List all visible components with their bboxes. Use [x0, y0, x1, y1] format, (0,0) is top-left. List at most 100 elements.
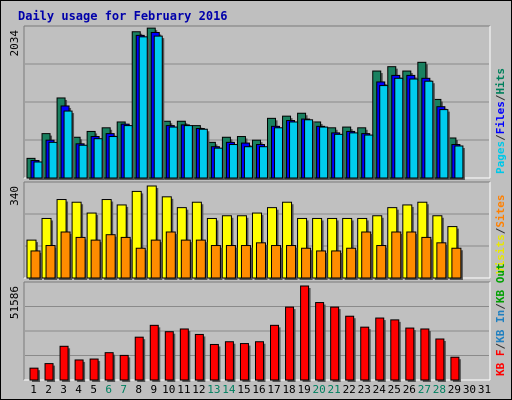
x-tick-label: 28	[433, 383, 446, 396]
legend-entry: KB In	[494, 310, 507, 343]
x-tick-label: 5	[90, 383, 97, 396]
bar-pages	[93, 138, 103, 179]
bar-pages	[33, 161, 43, 179]
legend-entry: /	[494, 303, 507, 310]
bar-sites	[406, 231, 417, 279]
bar-sites	[316, 250, 327, 279]
bar-sites	[421, 236, 432, 279]
legend-entry: /	[494, 343, 507, 350]
bar-pages	[394, 77, 404, 179]
bar-kb-f	[360, 326, 370, 381]
bar-pages	[48, 141, 58, 179]
bar-kb-f	[450, 356, 460, 381]
bar-kb-f	[104, 352, 114, 381]
x-tick-label: 4	[75, 383, 82, 396]
bar-kb-f	[420, 328, 430, 381]
bar-sites	[120, 236, 131, 279]
bar-sites	[286, 245, 297, 279]
x-tick-label: 23	[358, 383, 371, 396]
bar-pages	[379, 85, 389, 179]
x-tick-label: 6	[105, 383, 112, 396]
bar-sites	[346, 247, 357, 279]
bar-kb-f	[270, 324, 280, 381]
x-tick-label: 18	[282, 383, 295, 396]
bar-pages	[364, 134, 374, 179]
bar-pages	[439, 109, 449, 179]
bar-kb-f	[300, 285, 310, 381]
bar-pages	[213, 147, 223, 179]
bar-kb-f	[44, 363, 54, 381]
panel-max-label: 340	[8, 186, 21, 206]
bar-sites	[436, 242, 447, 279]
legend-entry: Files	[494, 101, 507, 134]
bar-kb-f	[149, 324, 159, 381]
plot-area: 2034 Pages/Files/Hits 340 Visits / Sites 51586…	[8, 25, 507, 396]
x-tick-label: 14	[222, 383, 236, 396]
bar-sites	[210, 245, 221, 279]
bar-pages	[153, 35, 163, 179]
bar-sites	[45, 245, 56, 279]
x-tick-label: 2	[45, 383, 52, 396]
legend-entry: Visits	[494, 234, 507, 274]
bar-sites	[135, 247, 146, 279]
x-tick-label: 19	[297, 383, 310, 396]
bar-pages	[168, 126, 178, 179]
panel-legend: Pages/Files/Hits	[494, 68, 507, 174]
bar-sites	[331, 250, 342, 279]
bar-pages	[198, 128, 208, 179]
x-tick-label: 3	[60, 383, 67, 396]
bar-sites	[271, 245, 282, 279]
x-tick-label: 30	[463, 383, 476, 396]
x-tick-label: 13	[207, 383, 220, 396]
panel-max-label: 2034	[8, 30, 21, 57]
x-tick-label: 21	[328, 383, 341, 396]
bar-pages	[138, 36, 148, 179]
bar-pages	[243, 146, 253, 179]
bar-sites	[195, 239, 206, 279]
bar-pages	[289, 121, 299, 179]
bar-sites	[391, 231, 402, 279]
bar-sites	[90, 239, 101, 279]
bar-kb-f	[375, 317, 385, 381]
x-tick-label: 29	[448, 383, 461, 396]
bar-pages	[274, 127, 284, 179]
bar-kb-f	[119, 354, 129, 381]
bar-sites	[180, 239, 191, 279]
legend-entry: KB Out	[494, 263, 507, 303]
bar-kb-f	[179, 328, 189, 381]
x-tick-label: 12	[192, 383, 205, 396]
bar-pages	[108, 136, 118, 179]
bar-pages	[78, 144, 88, 179]
bar-kb-f	[194, 333, 204, 381]
bar-sites	[150, 239, 161, 279]
bar-kb-f	[315, 302, 325, 381]
bar-sites	[105, 234, 116, 279]
x-tick-label: 16	[252, 383, 265, 396]
bar-kb-f	[435, 338, 445, 381]
bar-sites	[361, 231, 372, 279]
bar-sites	[376, 245, 387, 279]
bar-sites	[255, 242, 266, 279]
legend-entry: Sites	[494, 195, 507, 228]
bar-kb-f	[330, 306, 340, 381]
bar-kb-f	[224, 341, 234, 381]
bar-kb-f	[405, 327, 415, 381]
bar-kb-f	[209, 343, 219, 381]
bar-sites	[60, 231, 71, 279]
bar-pages	[228, 144, 238, 179]
x-tick-label: 22	[343, 383, 356, 396]
bar-pages	[183, 125, 193, 179]
bar-sites	[165, 231, 176, 279]
x-tick-label: 25	[388, 383, 401, 396]
legend-entry: Hits	[494, 68, 507, 95]
bar-pages	[304, 119, 314, 179]
bar-kb-f	[285, 306, 295, 381]
bar-sites	[30, 250, 41, 279]
panel-max-label: 51586	[8, 286, 21, 319]
x-tick-label: 8	[135, 383, 142, 396]
bar-sites	[240, 245, 251, 279]
bar-pages	[123, 125, 133, 179]
legend-entry: Pages	[494, 141, 507, 174]
x-tick-label: 27	[418, 383, 431, 396]
bar-kb-f	[254, 341, 264, 381]
